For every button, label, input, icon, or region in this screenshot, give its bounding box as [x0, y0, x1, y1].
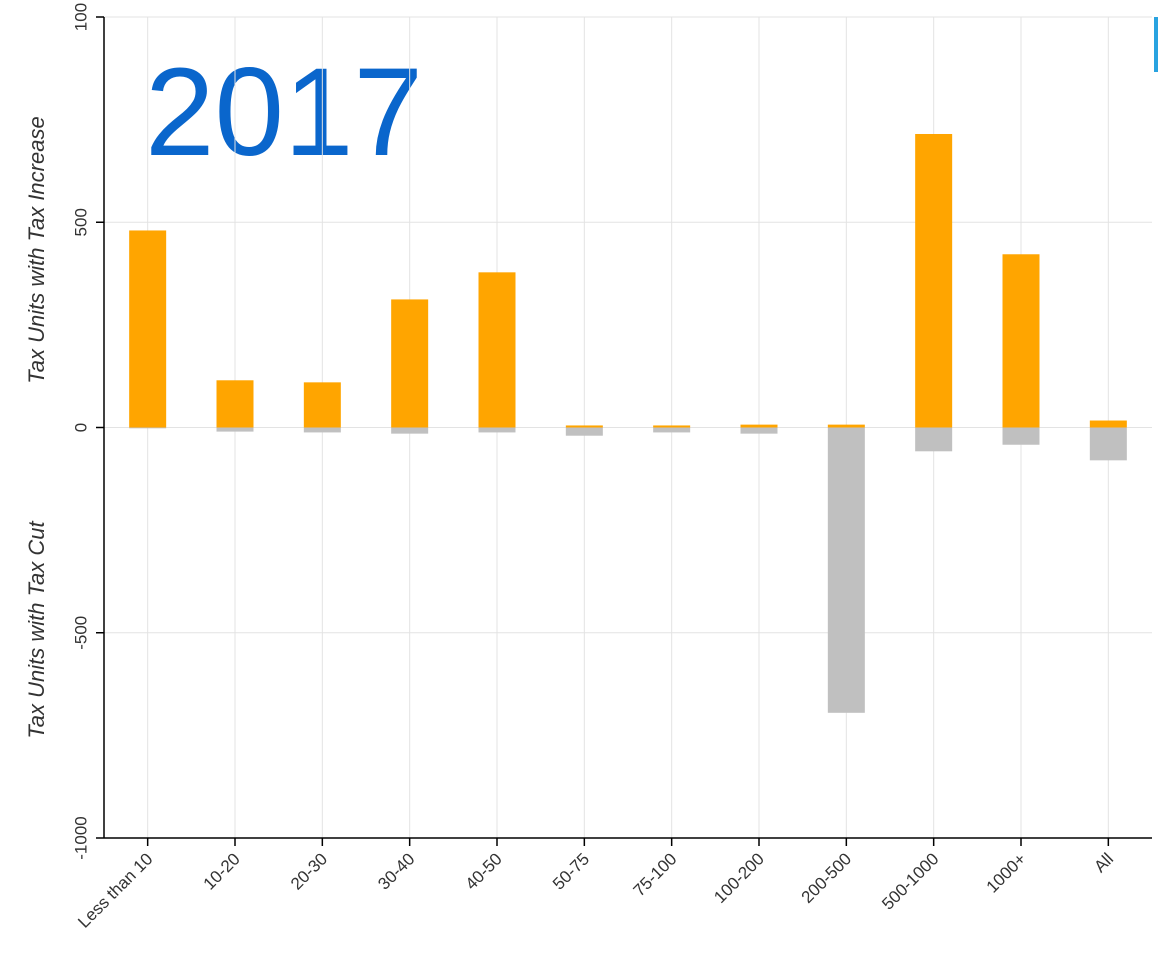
bar	[478, 427, 516, 433]
bar	[653, 425, 691, 428]
bar	[653, 427, 691, 433]
x-tick-label: 1000+	[983, 849, 1030, 896]
y-tick-label: -500	[71, 616, 90, 650]
bar	[129, 230, 167, 428]
y-tick-label: 100	[71, 3, 90, 31]
bar	[565, 427, 603, 436]
bar	[391, 299, 429, 428]
x-tick-label: 500-1000	[878, 849, 942, 913]
bar	[129, 427, 167, 429]
bar	[303, 382, 341, 428]
bar	[827, 427, 865, 713]
scroll-indicator	[1154, 17, 1158, 72]
x-tick-label: All	[1090, 849, 1117, 876]
bar	[565, 425, 603, 428]
x-tick-label: Less than 10	[74, 849, 156, 931]
x-tick-label: 20-30	[287, 849, 331, 893]
y-tick-label: 500	[71, 208, 90, 236]
bar	[915, 133, 953, 428]
y-tick-label: -1000	[71, 816, 90, 859]
x-tick-label: 30-40	[374, 849, 418, 893]
x-tick-label: 75-100	[630, 849, 681, 900]
x-tick-label: 10-20	[200, 849, 244, 893]
bar	[915, 427, 953, 452]
x-tick-label: 100-200	[710, 849, 768, 907]
y-axis-label: Tax Units with Tax Increase	[24, 116, 49, 383]
x-tick-label: 200-500	[798, 849, 856, 907]
bar	[216, 427, 254, 432]
bar	[1002, 427, 1040, 445]
bar	[1089, 427, 1127, 461]
chart-title: 2017	[145, 43, 423, 182]
bar	[216, 380, 254, 428]
bar	[740, 427, 778, 434]
bar	[391, 427, 429, 434]
bar	[827, 424, 865, 428]
bar	[478, 272, 516, 428]
bar	[1002, 254, 1040, 428]
y-axis-label: Tax Units with Tax Cut	[24, 520, 49, 738]
bar	[1089, 420, 1127, 428]
x-tick-label: 50-75	[549, 849, 593, 893]
x-tick-label: 40-50	[462, 849, 506, 893]
bar	[303, 427, 341, 433]
bar	[740, 424, 778, 428]
y-tick-label: 0	[71, 423, 90, 432]
